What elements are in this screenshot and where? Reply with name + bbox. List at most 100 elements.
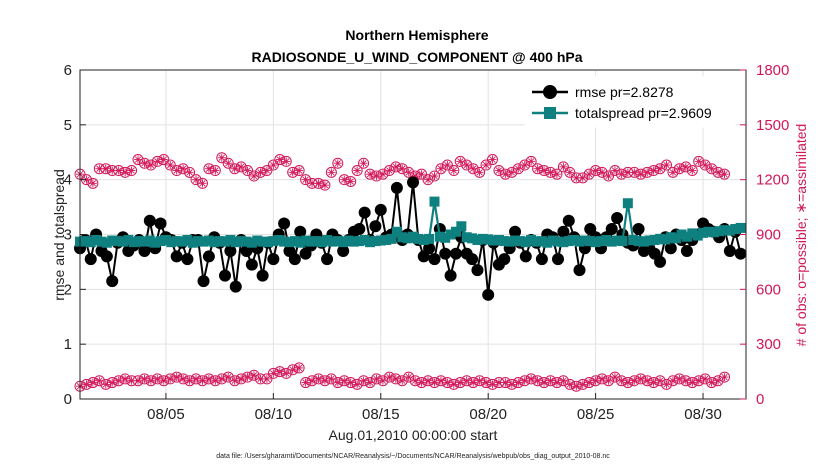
obs-marker-circle: [351, 378, 363, 390]
obs-marker: [358, 157, 370, 169]
obs-marker: [544, 166, 556, 178]
totalspread-point: [504, 236, 515, 247]
obs-marker: [390, 373, 402, 385]
obs-marker-circle: [719, 168, 731, 180]
obs-marker: [184, 166, 196, 178]
obs-marker-star: [179, 165, 187, 172]
obs-marker-star: [360, 160, 367, 167]
y-right-tick-label: 1800: [756, 62, 789, 79]
obs-marker-circle: [325, 166, 337, 178]
totalspread-point: [402, 233, 413, 244]
obs-marker: [480, 159, 492, 171]
obs-marker-circle: [293, 362, 305, 374]
obs-marker-star: [534, 377, 541, 384]
obs-marker-circle: [403, 166, 415, 178]
rmse-point: [680, 244, 693, 257]
obs-marker-star: [418, 171, 425, 178]
obs-marker-circle: [325, 373, 337, 385]
y-right-tick-label: 1200: [756, 172, 789, 189]
totalspread-point: [85, 237, 96, 248]
obs-marker: [306, 375, 318, 387]
totalspread-point: [418, 234, 429, 245]
totalspread-point: [499, 236, 510, 247]
obs-marker: [699, 159, 711, 171]
obs-marker: [203, 373, 215, 385]
obs-marker: [312, 373, 324, 385]
obs-marker: [164, 159, 176, 171]
chart-subtitle: RADIOSONDE_U_WIND_COMPONENT @ 400 hPa: [251, 49, 582, 65]
obs-marker-circle: [583, 168, 595, 180]
rmse-point: [605, 223, 618, 236]
left-axis: 0 1 2 3 4 5 6: [64, 62, 86, 408]
obs-marker-circle: [248, 369, 260, 381]
totalspread-point: [316, 237, 327, 248]
obs-marker: [145, 159, 157, 171]
obs-marker: [312, 177, 324, 189]
obs-marker-star: [463, 161, 470, 169]
obs-marker-circle: [280, 155, 292, 167]
obs-marker: [706, 377, 718, 389]
totalspread-point: [246, 237, 257, 248]
rmse-point: [288, 253, 301, 266]
obs-marker-star: [115, 167, 122, 174]
rmse-point: [664, 242, 677, 255]
x-tick-label: 08/25: [577, 406, 615, 423]
x-tick-label: 08/05: [147, 406, 185, 423]
rmse-point: [509, 225, 522, 238]
obs-marker-circle: [596, 166, 608, 178]
obs-marker: [486, 378, 498, 390]
rmse-point: [734, 247, 747, 260]
obs-marker: [551, 168, 563, 180]
obs-marker-circle: [693, 155, 705, 167]
obs-marker: [261, 373, 273, 385]
obs-marker-star: [502, 379, 509, 386]
y-right-tick-label: 600: [756, 281, 781, 298]
obs-marker: [551, 377, 563, 389]
obs-marker: [441, 159, 453, 171]
rmse-point: [482, 288, 495, 301]
totalspread-point: [80, 236, 91, 247]
obs-marker: [267, 159, 279, 171]
obs-marker: [229, 375, 241, 387]
obs-marker: [499, 168, 511, 180]
obs-marker: [422, 375, 434, 387]
obs-marker: [693, 375, 705, 387]
obs-marker-star: [560, 163, 567, 171]
totalspread-point: [467, 233, 478, 244]
obs-marker-star: [83, 176, 90, 183]
obs-marker-circle: [609, 371, 621, 383]
obs-marker-circle: [345, 175, 357, 187]
obs-marker: [628, 166, 640, 178]
obs-marker: [126, 165, 138, 177]
obs-marker-star: [128, 167, 135, 174]
obs-marker: [287, 166, 299, 178]
obs-marker-star: [424, 377, 432, 384]
obs-marker-circle: [441, 159, 453, 171]
obs-marker-circle: [467, 163, 479, 175]
totalspread-point: [289, 236, 300, 247]
obs-marker: [525, 155, 537, 167]
obs-marker-circle: [164, 159, 176, 171]
obs-marker: [106, 377, 118, 389]
totalspread-point: [531, 236, 542, 247]
obs-marker-star: [315, 180, 322, 187]
y-tick-label: 0: [64, 391, 72, 408]
legend-rmse-label: rmse pr=2.8278: [575, 84, 674, 100]
obs-marker-star: [560, 377, 567, 384]
totalspread-point: [177, 236, 188, 247]
rmse-point: [267, 253, 280, 266]
totalspread-point: [536, 236, 547, 247]
totalspread-point: [273, 234, 284, 245]
totalspread-point: [461, 232, 472, 243]
totalspread-point: [612, 235, 623, 246]
obs-marker-star: [489, 156, 496, 163]
obs-marker: [254, 166, 266, 178]
y-right-tick-label: 300: [756, 336, 781, 353]
totalspread-point: [354, 236, 365, 247]
totalspread-point: [692, 230, 703, 241]
rmse-point: [84, 253, 97, 266]
obs-marker-circle: [603, 170, 615, 182]
rmse-point: [632, 223, 645, 236]
obs-marker: [506, 378, 518, 390]
totalspread-point: [295, 237, 306, 248]
